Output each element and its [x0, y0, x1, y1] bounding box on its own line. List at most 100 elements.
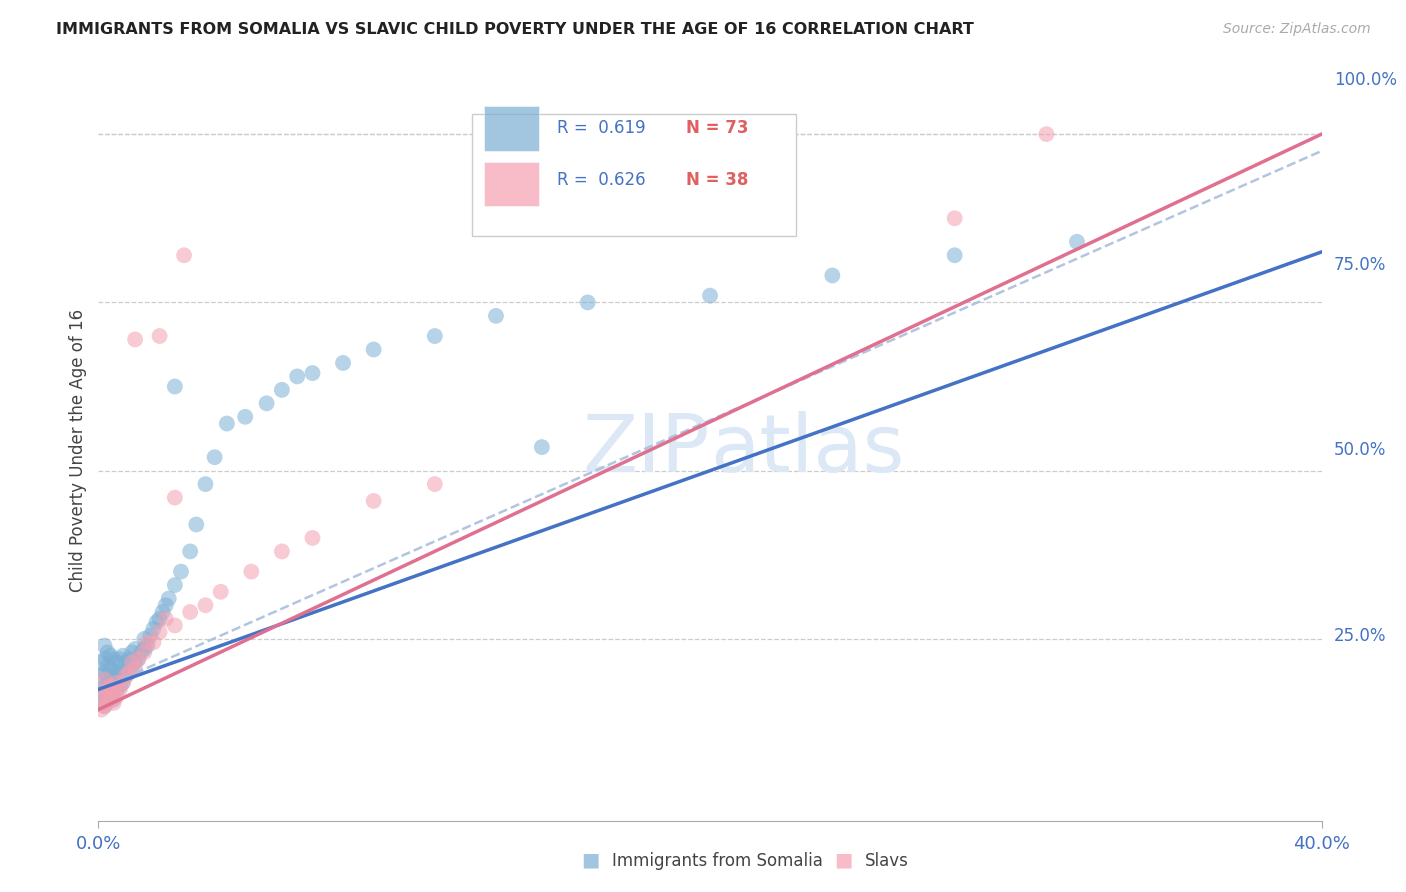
- Point: [124, 662, 146, 676]
- Point: [152, 605, 174, 619]
- Point: [111, 675, 134, 690]
- Point: [194, 599, 217, 613]
- Text: atlas: atlas: [710, 411, 904, 490]
- Point: [170, 565, 193, 579]
- Point: [127, 652, 149, 666]
- Point: [108, 679, 131, 693]
- Point: [105, 682, 128, 697]
- Point: [103, 679, 125, 693]
- Point: [93, 699, 115, 714]
- Point: [423, 477, 446, 491]
- Point: [124, 656, 146, 670]
- Point: [100, 679, 122, 693]
- Point: [139, 629, 162, 643]
- Point: [93, 689, 115, 703]
- Point: [186, 517, 208, 532]
- Point: [97, 682, 120, 697]
- Point: [93, 679, 115, 693]
- Text: N = 73: N = 73: [686, 120, 748, 137]
- Point: [108, 652, 131, 666]
- Point: [173, 248, 195, 262]
- Point: [204, 450, 226, 465]
- Point: [103, 652, 125, 666]
- Point: [134, 632, 156, 646]
- Point: [100, 686, 122, 700]
- Point: [699, 288, 721, 302]
- FancyBboxPatch shape: [484, 161, 538, 206]
- Point: [115, 656, 138, 670]
- Point: [100, 692, 122, 706]
- Point: [93, 652, 115, 666]
- Point: [134, 642, 156, 657]
- Point: [93, 639, 115, 653]
- Point: [118, 665, 141, 680]
- FancyBboxPatch shape: [471, 113, 796, 235]
- Text: N = 38: N = 38: [686, 171, 748, 189]
- Point: [270, 544, 292, 558]
- Point: [363, 343, 385, 357]
- Point: [270, 383, 292, 397]
- Point: [97, 696, 120, 710]
- Point: [103, 692, 125, 706]
- Text: R =  0.626: R = 0.626: [557, 171, 645, 189]
- Point: [100, 675, 122, 690]
- Point: [142, 622, 165, 636]
- Point: [111, 648, 134, 663]
- Point: [105, 656, 128, 670]
- Text: IMMIGRANTS FROM SOMALIA VS SLAVIC CHILD POVERTY UNDER THE AGE OF 16 CORRELATION : IMMIGRANTS FROM SOMALIA VS SLAVIC CHILD …: [56, 22, 974, 37]
- Point: [301, 531, 323, 545]
- Point: [108, 665, 131, 680]
- Text: Immigrants from Somalia: Immigrants from Somalia: [612, 852, 823, 870]
- Point: [485, 309, 508, 323]
- Point: [90, 656, 112, 670]
- Point: [163, 379, 186, 393]
- Point: [155, 599, 177, 613]
- Point: [118, 665, 141, 680]
- Point: [821, 268, 844, 283]
- Text: Source: ZipAtlas.com: Source: ZipAtlas.com: [1223, 22, 1371, 37]
- Point: [1066, 235, 1088, 249]
- Point: [134, 645, 156, 659]
- Text: 50.0%: 50.0%: [1334, 442, 1386, 459]
- Point: [115, 669, 138, 683]
- Point: [576, 295, 599, 310]
- Point: [129, 645, 152, 659]
- Point: [155, 612, 177, 626]
- Point: [209, 584, 232, 599]
- Point: [97, 669, 120, 683]
- Point: [108, 682, 131, 697]
- Point: [332, 356, 354, 370]
- Point: [90, 703, 112, 717]
- Point: [90, 669, 112, 683]
- Point: [93, 686, 115, 700]
- Point: [142, 635, 165, 649]
- Point: [157, 591, 180, 606]
- FancyBboxPatch shape: [484, 106, 538, 151]
- Point: [163, 578, 186, 592]
- Point: [93, 699, 115, 714]
- Point: [97, 692, 120, 706]
- Point: [149, 329, 172, 343]
- Point: [285, 369, 308, 384]
- Point: [93, 665, 115, 680]
- Text: 100.0%: 100.0%: [1334, 71, 1398, 89]
- Point: [103, 665, 125, 680]
- Text: ■: ■: [581, 851, 600, 870]
- Point: [163, 618, 186, 632]
- Text: ■: ■: [834, 851, 853, 870]
- Point: [103, 696, 125, 710]
- Point: [118, 652, 141, 666]
- Point: [121, 656, 143, 670]
- Point: [423, 329, 446, 343]
- Point: [136, 639, 159, 653]
- Point: [90, 689, 112, 703]
- Point: [127, 652, 149, 666]
- Text: Slavs: Slavs: [865, 852, 908, 870]
- Point: [179, 544, 201, 558]
- Point: [179, 605, 201, 619]
- Point: [233, 409, 256, 424]
- Point: [100, 662, 122, 676]
- Point: [149, 612, 172, 626]
- Point: [93, 673, 115, 687]
- Point: [943, 248, 966, 262]
